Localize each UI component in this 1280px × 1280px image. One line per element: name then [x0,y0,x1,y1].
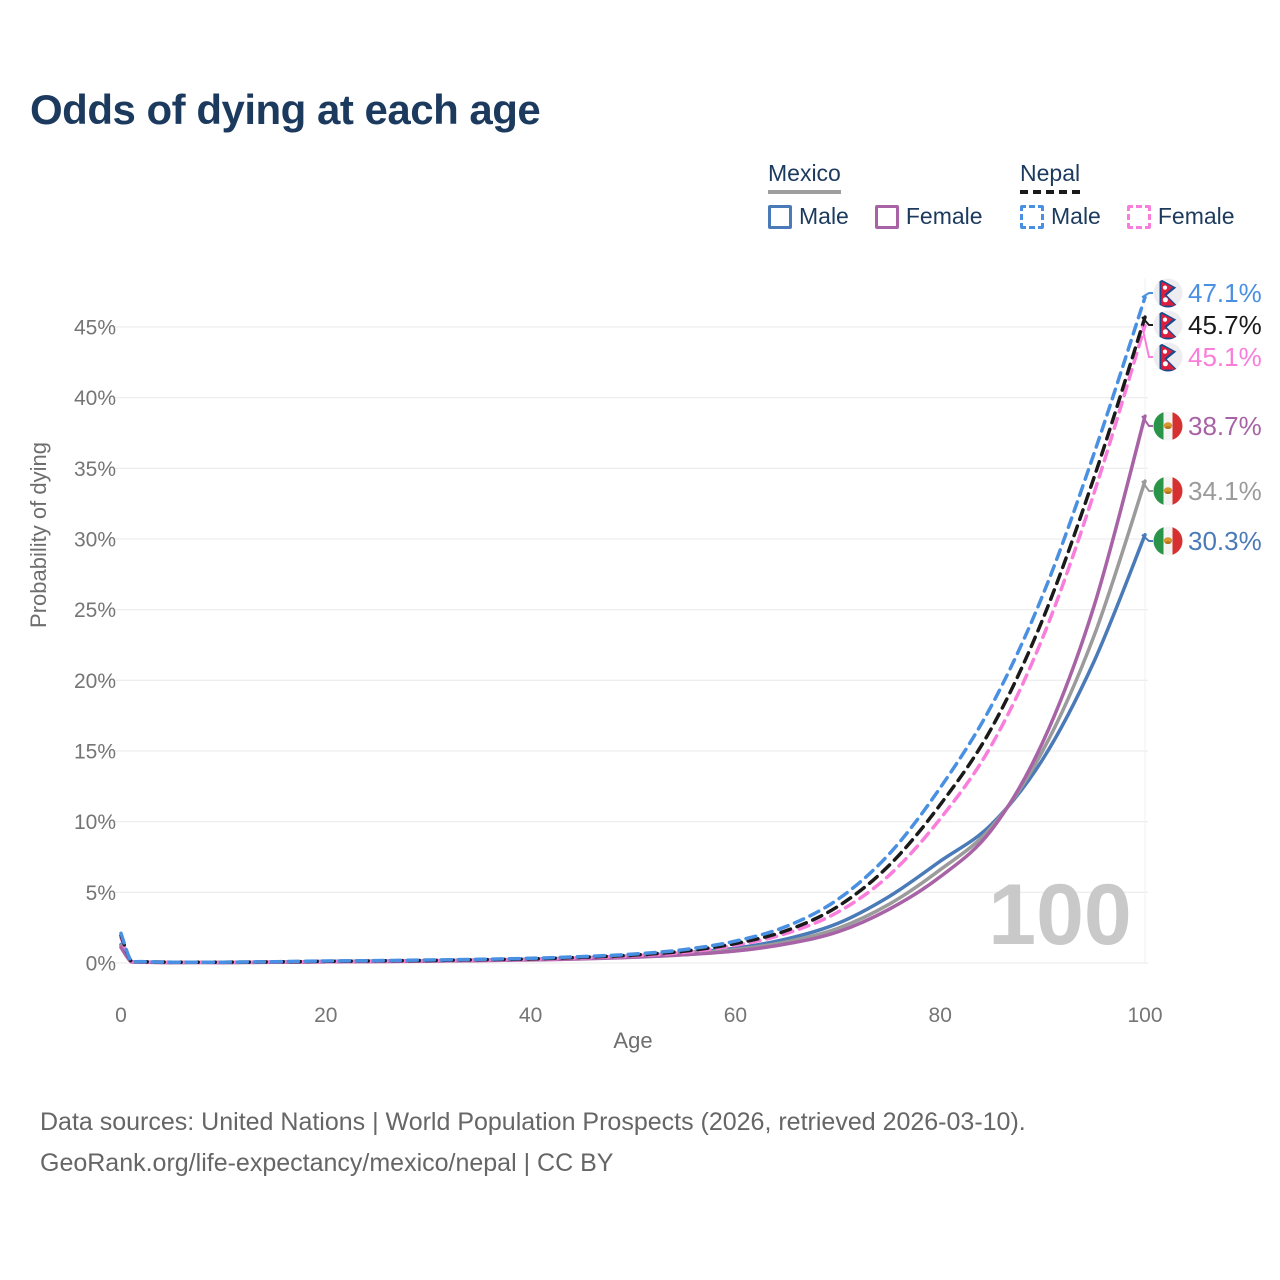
nepal-flag-icon [1153,342,1183,372]
y-tick-label: 40% [74,387,116,410]
y-tick-label: 0% [86,953,116,976]
end-value-label-mexico_total: 34.1% [1188,476,1262,506]
end-value-label-nepal_total: 45.7% [1188,310,1262,340]
y-tick-label: 35% [74,458,116,481]
end-label-leader-line [1141,534,1153,542]
attribution-line: GeoRank.org/life-expectancy/mexico/nepal… [40,1149,614,1177]
y-tick-label: 5% [86,882,116,905]
y-tick-label: 30% [74,529,116,552]
end-label-leader-line [1141,480,1153,492]
legend-item-nepal-female[interactable]: Female [1126,203,1235,230]
y-tick-label: 20% [74,670,116,693]
legend-item-label: Male [1051,203,1101,229]
x-axis-title: Age [613,1028,652,1053]
x-tick-label: 20 [314,1004,337,1027]
legend-item-label: Female [905,203,983,229]
x-tick-label: 100 [1127,1004,1162,1027]
series-line-nepal_total[interactable] [119,315,1147,965]
legend-item-mexico-female[interactable]: Female [874,203,983,230]
footer: Data sources: United Nations | World Pop… [40,1102,1200,1184]
y-tick-label: 10% [74,811,116,834]
nepal-flag-icon [1153,310,1183,340]
end-value-label-mexico_female: 38.7% [1188,411,1262,441]
page-title: Odds of dying at each age [30,86,541,133]
x-tick-label: 80 [929,1004,952,1027]
mexico-female-swatch-icon [874,204,899,229]
legend-item-label: Female [1157,203,1235,229]
legend-header-nepal: Nepal [1020,160,1081,194]
mexico-male-swatch-icon [768,204,792,229]
end-label-leader-line [1141,325,1153,358]
x-axis-ticks: 0 20 40 60 80 100 [115,1004,1162,1027]
y-axis-title: Probability of dying [26,442,51,628]
series-line-nepal_male[interactable] [119,295,1147,964]
legend-header-mexico: Mexico [768,160,841,194]
end-labels: 30.3% 34.1% 38.7% 45.1%45.7%47.1% [1141,278,1262,556]
y-axis-ticks: 0% 5% 10% 15% 20% 25% 30% 35% 40% 45% [74,317,116,976]
end-label-leader-line [1141,292,1153,299]
series-curves [119,295,1147,965]
legend-group-nepal: Nepal Male Female [1020,160,1235,230]
x-tick-label: 60 [724,1004,747,1027]
data-sources-line: Data sources: United Nations | World Pop… [40,1108,1026,1136]
end-value-label-nepal_female: 45.1% [1188,342,1262,372]
end-label-leader-line [1141,316,1153,326]
x-tick-label: 40 [519,1004,542,1027]
x-tick-label: 0 [115,1004,127,1027]
nepal-male-swatch-icon [1020,204,1044,229]
legend-item-label: Male [799,203,849,229]
nepal-flag-icon [1153,278,1183,308]
end-label-leader-line [1141,415,1153,427]
legend-group-mexico: Mexico Male Female [768,160,983,230]
y-tick-label: 25% [74,599,116,622]
legend-item-nepal-male[interactable]: Male [1020,203,1101,230]
y-tick-label: 15% [74,741,116,764]
hovered-age-watermark: 100 [988,867,1132,963]
legend-item-mexico-male[interactable]: Male [768,203,849,230]
nepal-female-swatch-icon [1126,204,1151,229]
gridlines [112,278,1148,964]
end-value-label-mexico_male: 30.3% [1188,526,1262,556]
end-value-label-nepal_male: 47.1% [1188,278,1262,308]
mexico-flag-icon [1153,411,1183,441]
mexico-flag-icon [1153,476,1183,506]
mexico-flag-icon [1153,526,1183,556]
y-tick-label: 45% [74,317,116,340]
